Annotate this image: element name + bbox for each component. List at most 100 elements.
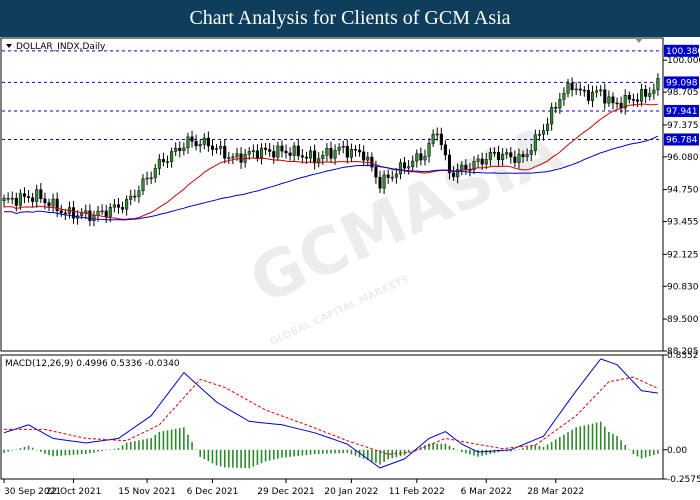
candle — [431, 129, 435, 147]
candle-body — [215, 148, 219, 150]
candle — [537, 129, 541, 141]
candle-body — [611, 96, 615, 104]
candle-body — [141, 178, 145, 192]
candle — [145, 171, 149, 186]
candle-body — [333, 150, 337, 159]
candle-body — [562, 93, 566, 100]
y-tick-label: 93.455 — [667, 218, 699, 228]
candle-body — [88, 210, 92, 222]
x-tick-label: 6 Dec 2021 — [187, 487, 239, 497]
macd-hist-bar — [542, 446, 545, 450]
candle-body — [149, 177, 153, 180]
macd-hist-bar — [117, 448, 120, 450]
symbol-label-group: DOLLAR_INDX,Daily — [6, 42, 106, 52]
candle — [541, 124, 546, 141]
candle — [280, 140, 284, 158]
candle — [215, 144, 219, 154]
candle — [505, 148, 509, 159]
candle — [435, 127, 439, 141]
candle-body — [631, 99, 635, 101]
macd-hist-bar — [84, 449, 87, 454]
candle-body — [578, 88, 582, 91]
candle — [488, 147, 492, 167]
candle — [165, 155, 170, 169]
candle-body — [313, 150, 317, 164]
candle — [223, 139, 227, 164]
candle — [452, 166, 456, 181]
candle — [71, 200, 76, 224]
candle-body — [570, 82, 574, 91]
candle — [227, 151, 231, 164]
candle-body — [10, 197, 14, 200]
candle-body — [35, 189, 39, 202]
candle-body — [460, 164, 464, 170]
candle-body — [161, 159, 165, 163]
candle-body — [272, 151, 276, 158]
macd-hist-bar — [648, 449, 651, 457]
macd-hist-bar — [514, 449, 516, 451]
scroll-marker-icon[interactable] — [634, 37, 644, 43]
candle-body — [247, 151, 251, 155]
macd-hist-bar — [89, 449, 91, 454]
candle-body — [452, 172, 456, 178]
candle — [239, 147, 243, 169]
candle-body — [370, 156, 374, 168]
candle-body — [521, 154, 525, 157]
candle — [210, 139, 215, 156]
candle — [276, 141, 280, 162]
candle — [313, 144, 317, 170]
candle-body — [43, 198, 47, 203]
triangle-down-icon[interactable] — [6, 44, 12, 48]
y-tick-label: 96.080 — [667, 153, 699, 163]
candle — [31, 192, 35, 208]
candle-body — [112, 204, 116, 208]
candle — [447, 149, 452, 180]
macd-hist-bar — [277, 449, 279, 459]
macd-hist-bar — [158, 431, 161, 450]
candle — [51, 193, 55, 212]
candle-body — [178, 147, 182, 151]
candle — [627, 91, 631, 104]
macd-hist-bar — [383, 449, 385, 462]
macd-hist-bar — [121, 445, 124, 450]
macd-label: MACD(12,26,9) 0.4996 0.5336 -0.0340 — [5, 359, 180, 369]
macd-hist-bar — [101, 449, 103, 452]
candle-body — [419, 153, 423, 161]
ma-slow-line — [4, 135, 659, 221]
candle — [595, 85, 599, 98]
macd-hist-bar — [456, 449, 459, 451]
macd-hist-bar — [199, 449, 202, 457]
macd-hist-bar — [530, 445, 533, 450]
macd-hist-bar — [366, 449, 369, 461]
candle-body — [574, 88, 578, 91]
macd-hist-bar — [97, 449, 99, 452]
macd-hist-bar — [444, 443, 447, 450]
candle — [439, 127, 443, 151]
macd-hist-bar — [440, 443, 443, 450]
macd-hist-bar — [195, 449, 197, 451]
macd-hist-bar — [432, 443, 434, 450]
candle-body — [280, 145, 284, 152]
candle-body — [607, 96, 611, 104]
macd-hist-bar — [509, 449, 512, 452]
price-panel[interactable]: DOLLAR_INDX,Daily 100.000 98.705 97.375 96.… — [0, 37, 700, 357]
candle-body — [63, 212, 67, 215]
candle-body — [341, 145, 345, 148]
macd-hist-bar — [31, 447, 34, 450]
macd-panel[interactable]: MACD(12,26,9) 0.4996 0.5336 -0.0340 0.83… — [0, 351, 700, 485]
macd-hist-bar — [56, 449, 58, 457]
candle — [112, 199, 116, 213]
macd-hist-bar — [567, 432, 569, 450]
candle — [578, 83, 582, 96]
candle — [59, 204, 63, 217]
macd-hist-bar — [465, 449, 467, 454]
candle-body — [590, 91, 595, 101]
candle — [623, 89, 627, 115]
chart-canvas[interactable]: GCMASIA GLOBAL CAPITAL MARKETS DOLLAR_IN… — [0, 37, 700, 500]
candle-body — [550, 107, 554, 125]
macd-hist-bar — [248, 449, 251, 469]
candle-body — [6, 197, 10, 200]
candle-body — [623, 95, 627, 109]
candle-body — [27, 196, 31, 198]
candle-body — [558, 99, 562, 109]
